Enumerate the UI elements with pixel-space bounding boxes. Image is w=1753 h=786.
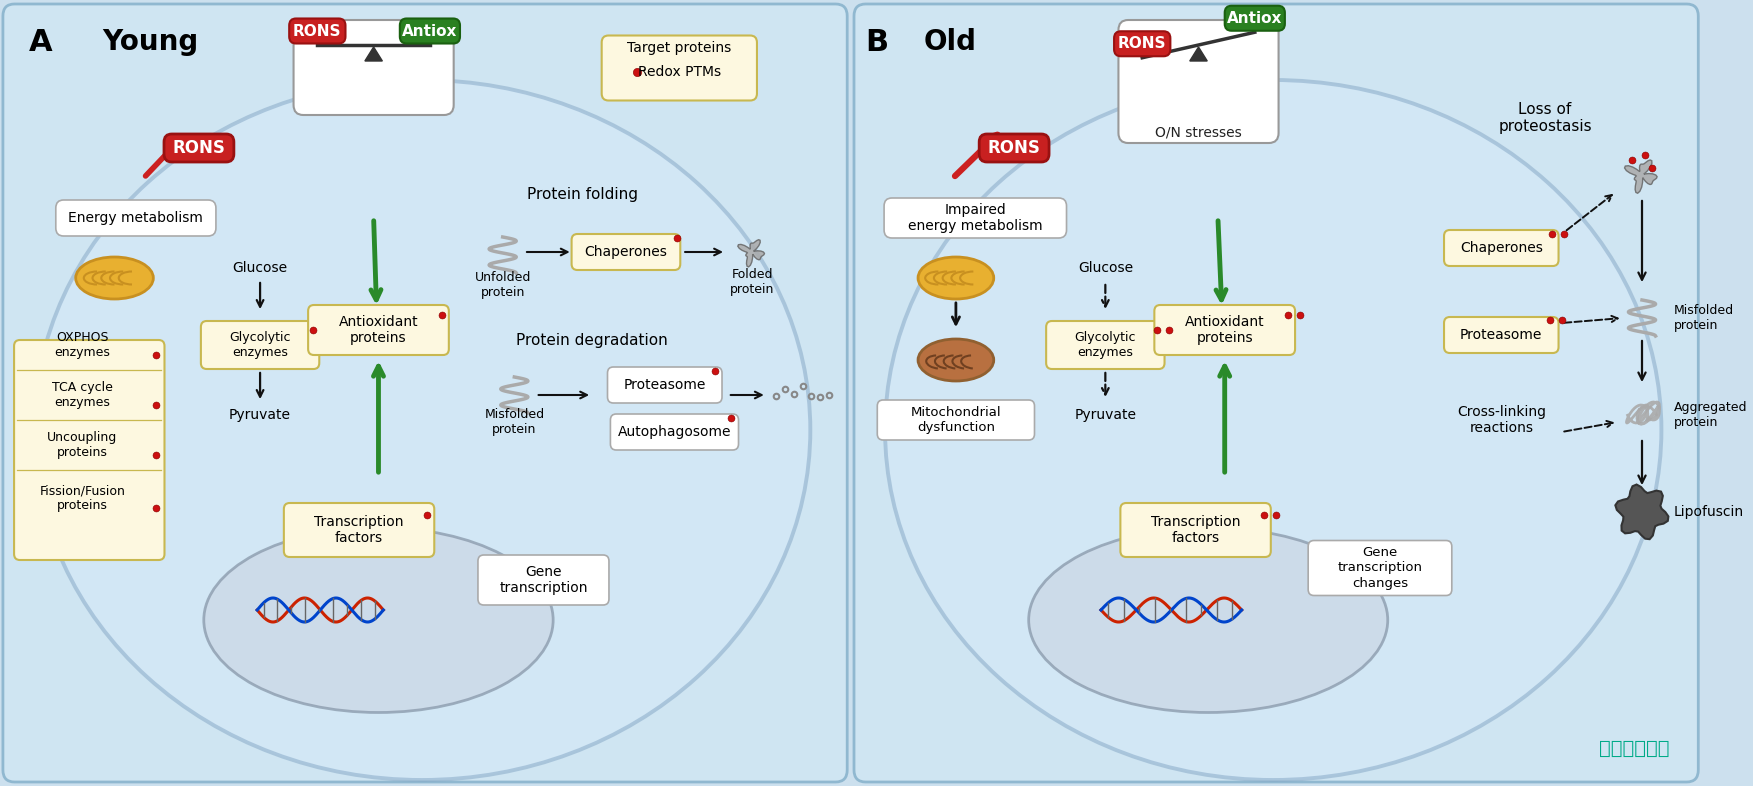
Text: Glucose: Glucose xyxy=(233,261,287,275)
FancyBboxPatch shape xyxy=(479,555,608,605)
FancyBboxPatch shape xyxy=(876,400,1034,440)
Text: Unfolded
protein: Unfolded protein xyxy=(475,271,531,299)
FancyBboxPatch shape xyxy=(1120,503,1271,557)
FancyBboxPatch shape xyxy=(284,503,435,557)
Text: Proteasome: Proteasome xyxy=(1460,328,1543,342)
Text: Transcription
factors: Transcription factors xyxy=(1152,515,1241,545)
FancyBboxPatch shape xyxy=(1308,541,1451,596)
Polygon shape xyxy=(1615,484,1669,539)
FancyBboxPatch shape xyxy=(400,19,459,43)
Text: Glucose: Glucose xyxy=(1078,261,1132,275)
Text: Transcription
factors: Transcription factors xyxy=(314,515,403,545)
FancyBboxPatch shape xyxy=(854,4,1699,782)
FancyBboxPatch shape xyxy=(202,321,319,369)
FancyBboxPatch shape xyxy=(309,305,449,355)
Ellipse shape xyxy=(919,339,994,381)
Text: Mitochondrial
dysfunction: Mitochondrial dysfunction xyxy=(910,406,1001,434)
Text: Pyruvate: Pyruvate xyxy=(1075,408,1136,422)
Text: Redox PTMs: Redox PTMs xyxy=(638,65,720,79)
Text: Glycolytic
enzymes: Glycolytic enzymes xyxy=(230,331,291,359)
FancyBboxPatch shape xyxy=(608,367,722,403)
Text: Chaperones: Chaperones xyxy=(1460,241,1543,255)
Ellipse shape xyxy=(75,257,153,299)
FancyBboxPatch shape xyxy=(4,4,847,782)
Ellipse shape xyxy=(885,80,1662,780)
Text: Cross-linking
reactions: Cross-linking reactions xyxy=(1457,405,1546,435)
Polygon shape xyxy=(1190,47,1208,61)
FancyBboxPatch shape xyxy=(165,134,233,162)
Text: A: A xyxy=(30,28,53,57)
FancyBboxPatch shape xyxy=(289,19,345,43)
Text: Lipofuscin: Lipofuscin xyxy=(1674,505,1744,519)
Text: Target proteins: Target proteins xyxy=(628,41,731,55)
FancyBboxPatch shape xyxy=(1115,31,1171,57)
Text: Antioxidant
proteins: Antioxidant proteins xyxy=(338,315,419,345)
Text: Uncoupling
proteins: Uncoupling proteins xyxy=(47,431,117,459)
Ellipse shape xyxy=(203,527,554,712)
FancyBboxPatch shape xyxy=(884,198,1066,238)
FancyBboxPatch shape xyxy=(1047,321,1164,369)
Text: Impaired
energy metabolism: Impaired energy metabolism xyxy=(908,203,1043,233)
Text: Misfolded
protein: Misfolded protein xyxy=(484,408,545,436)
Text: Fission/Fusion
proteins: Fission/Fusion proteins xyxy=(40,484,126,512)
Text: Antioxidant
proteins: Antioxidant proteins xyxy=(1185,315,1264,345)
Text: Protein degradation: Protein degradation xyxy=(515,332,668,347)
Text: Protein folding: Protein folding xyxy=(526,188,638,203)
FancyBboxPatch shape xyxy=(1225,6,1285,31)
FancyBboxPatch shape xyxy=(980,134,1048,162)
FancyBboxPatch shape xyxy=(56,200,216,236)
Text: RONS: RONS xyxy=(987,139,1041,157)
Polygon shape xyxy=(365,47,382,61)
FancyBboxPatch shape xyxy=(293,20,454,115)
Text: Loss of
proteostasis: Loss of proteostasis xyxy=(1499,102,1592,134)
FancyBboxPatch shape xyxy=(601,35,757,101)
Text: TCA cycle
enzymes: TCA cycle enzymes xyxy=(53,381,112,409)
Text: Young: Young xyxy=(102,28,198,56)
Polygon shape xyxy=(1625,160,1657,193)
Text: Antiox: Antiox xyxy=(1227,11,1283,26)
Text: Chaperones: Chaperones xyxy=(584,245,668,259)
FancyBboxPatch shape xyxy=(1444,230,1558,266)
Text: Pyruvate: Pyruvate xyxy=(230,408,291,422)
Text: Folded
protein: Folded protein xyxy=(729,268,775,296)
FancyBboxPatch shape xyxy=(14,340,165,560)
Ellipse shape xyxy=(919,257,994,299)
Text: Old: Old xyxy=(924,28,976,56)
FancyBboxPatch shape xyxy=(1155,305,1295,355)
Text: RONS: RONS xyxy=(293,24,342,39)
Text: Gene
transcription: Gene transcription xyxy=(500,565,587,595)
Ellipse shape xyxy=(33,80,810,780)
Text: Antiox: Antiox xyxy=(401,24,458,39)
Text: B: B xyxy=(866,28,889,57)
Text: OXPHOS
enzymes: OXPHOS enzymes xyxy=(54,331,110,359)
FancyBboxPatch shape xyxy=(571,234,680,270)
Text: 马上收录导航: 马上收录导航 xyxy=(1599,739,1669,758)
Text: O/N stresses: O/N stresses xyxy=(1155,126,1241,140)
Text: Misfolded
protein: Misfolded protein xyxy=(1674,304,1734,332)
Text: RONS: RONS xyxy=(1118,36,1166,51)
FancyBboxPatch shape xyxy=(1118,20,1278,143)
Text: Gene
transcription
changes: Gene transcription changes xyxy=(1338,546,1422,590)
Text: Aggregated
protein: Aggregated protein xyxy=(1674,401,1748,429)
FancyBboxPatch shape xyxy=(610,414,738,450)
Text: RONS: RONS xyxy=(172,139,226,157)
Text: Glycolytic
enzymes: Glycolytic enzymes xyxy=(1075,331,1136,359)
FancyBboxPatch shape xyxy=(1444,317,1558,353)
Text: Proteasome: Proteasome xyxy=(624,378,706,392)
Polygon shape xyxy=(738,240,764,267)
Ellipse shape xyxy=(1029,527,1388,712)
Text: Energy metabolism: Energy metabolism xyxy=(68,211,203,225)
Text: Autophagosome: Autophagosome xyxy=(617,425,731,439)
